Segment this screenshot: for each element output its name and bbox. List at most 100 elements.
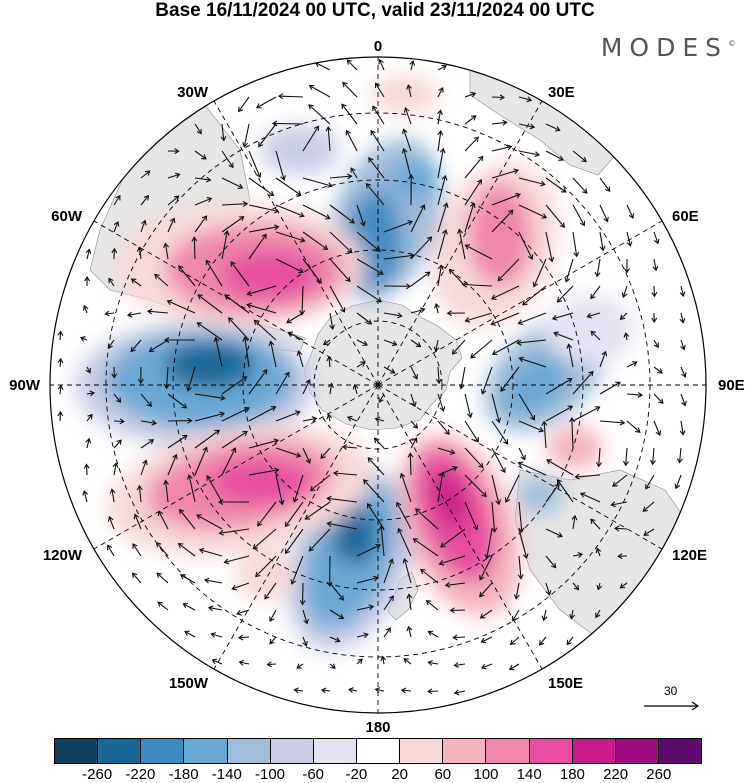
- wind-vector-head: [470, 353, 476, 359]
- wind-vector: [464, 156, 484, 179]
- wind-vector: [270, 341, 277, 368]
- wind-vector-head: [399, 472, 406, 479]
- wind-vector-head: [85, 437, 92, 444]
- wind-vector-head: [561, 187, 567, 193]
- wind-vector-head: [350, 167, 356, 173]
- wind-vector-head: [196, 128, 202, 135]
- wind-vector: [208, 607, 223, 611]
- wind-vector: [445, 582, 466, 586]
- wind-vector-head: [182, 434, 188, 441]
- wind-vector-head: [284, 371, 290, 378]
- wind-vector-head: [294, 410, 301, 416]
- wind-vector: [435, 303, 439, 314]
- wind-vector-head: [529, 123, 536, 130]
- wind-vector-head: [157, 601, 163, 607]
- wind-vector-head: [603, 216, 609, 223]
- wind-vector: [239, 661, 250, 665]
- wind-vector-head: [326, 413, 333, 420]
- wind-vector: [522, 285, 547, 306]
- wind-vector-head: [478, 462, 484, 469]
- wind-vector: [206, 475, 223, 503]
- wind-vector-head: [326, 495, 332, 502]
- wind-vector: [415, 508, 439, 530]
- wind-vector: [491, 312, 520, 325]
- wind-vector-head: [269, 616, 275, 623]
- wind-vector: [194, 150, 207, 160]
- wind-vector-head: [205, 259, 211, 266]
- wind-vector-head: [448, 268, 455, 275]
- wind-vector-head: [590, 330, 596, 337]
- wind-vector: [625, 447, 628, 466]
- wind-vector-head: [437, 264, 444, 270]
- wind-vector: [132, 543, 142, 557]
- wind-vector: [248, 204, 279, 212]
- wind-vector: [653, 366, 663, 374]
- wind-vector-head: [540, 180, 546, 187]
- wind-vector-head: [401, 147, 408, 154]
- wind-vector-head: [556, 478, 563, 485]
- wind-vector-head: [223, 230, 230, 236]
- wind-vector: [86, 366, 91, 373]
- wind-vector: [329, 312, 334, 330]
- wind-vector: [383, 339, 397, 346]
- wind-vector-head: [270, 406, 277, 412]
- wind-vector: [302, 258, 322, 284]
- wind-vector-head: [218, 529, 224, 536]
- colorbar-tick-label: 260: [646, 766, 672, 783]
- colorbar-swatch: [443, 739, 487, 763]
- wind-vector: [545, 123, 560, 131]
- wind-vector: [167, 435, 188, 449]
- wind-vector: [539, 636, 547, 646]
- wind-vector-head: [210, 632, 217, 638]
- wind-vector: [59, 385, 62, 395]
- colorbar-swatch: [400, 739, 444, 763]
- wind-vector-head: [554, 483, 560, 489]
- wind-vector: [302, 636, 307, 646]
- wind-vector-head: [623, 332, 630, 338]
- wind-vector: [367, 503, 385, 530]
- wind-vector-head: [402, 557, 409, 564]
- wind-vector-head: [146, 308, 153, 315]
- wind-vector-head: [532, 281, 539, 288]
- wind-vector: [464, 179, 482, 206]
- wind-vector: [134, 514, 142, 530]
- anomaly-neg-150e: [545, 295, 635, 365]
- wind-vector: [347, 416, 358, 422]
- wind-vector: [323, 339, 331, 345]
- wind-vector: [257, 501, 277, 527]
- wind-vector: [329, 663, 336, 669]
- wind-vector-head: [293, 687, 299, 694]
- wind-vector: [383, 595, 394, 611]
- lon-label-180: 180: [365, 719, 390, 736]
- wind-vector: [333, 472, 358, 476]
- wind-vector: [258, 123, 277, 147]
- wind-vector: [410, 236, 432, 260]
- wind-vector: [188, 474, 196, 503]
- wind-vector: [130, 339, 142, 352]
- wind-vector-head: [414, 508, 421, 514]
- wind-vector: [221, 431, 248, 449]
- wind-vector-head: [85, 367, 91, 374]
- wind-vector-head: [497, 275, 503, 282]
- wind-vector: [597, 582, 601, 590]
- wind-vector: [302, 231, 328, 250]
- anomaly-neg-160w-center: [333, 505, 377, 565]
- wind-vector-head: [452, 465, 458, 472]
- wind-vector: [302, 609, 308, 624]
- wind-vector: [86, 414, 93, 422]
- wind-vector-head: [242, 336, 249, 342]
- wind-vector-head: [326, 521, 333, 528]
- wind-vector: [440, 528, 466, 548]
- wind-vector-head: [595, 612, 601, 619]
- wind-vector: [131, 278, 142, 287]
- wind-vector: [219, 528, 250, 534]
- wind-vector-head: [490, 294, 497, 300]
- wind-vector-head: [303, 618, 309, 625]
- wind-vector: [305, 501, 331, 520]
- wind-vector-head: [573, 251, 580, 258]
- wind-vector: [194, 393, 225, 399]
- wind-vector-head: [82, 304, 89, 311]
- wind-vector: [356, 285, 382, 303]
- wind-vector: [403, 558, 412, 584]
